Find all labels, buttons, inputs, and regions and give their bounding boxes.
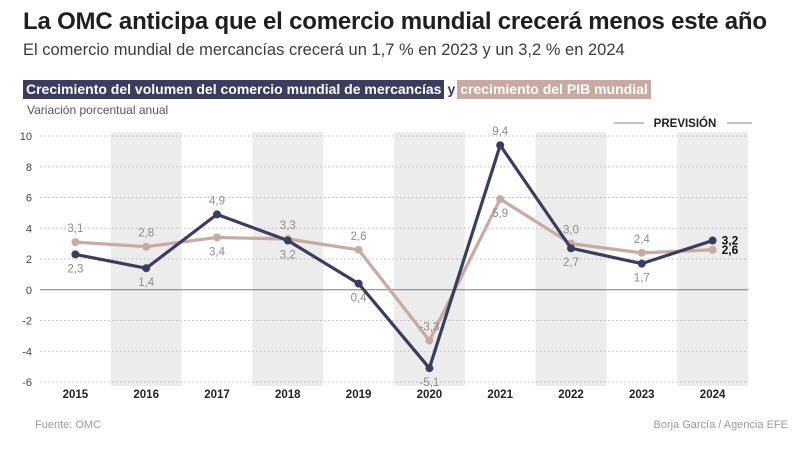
trade-point xyxy=(708,236,717,245)
trade-point xyxy=(142,264,151,273)
gdp-data-label: -3,3 xyxy=(419,321,439,333)
x-tick-label: 2015 xyxy=(63,389,89,401)
x-tick-label: 2024 xyxy=(700,389,726,401)
trade-series-line xyxy=(73,143,715,370)
trade-point xyxy=(354,279,363,288)
trade-data-label: 3,2 xyxy=(722,234,739,248)
trade-data-label: 0,4 xyxy=(351,293,368,305)
legend-item-trade: Crecimiento del volumen del comercio mun… xyxy=(23,80,445,99)
gdp-data-label: 3,4 xyxy=(209,246,226,258)
chart-title: La OMC anticipa que el comercio mundial … xyxy=(23,8,767,35)
y-tick-label: 6 xyxy=(26,193,32,205)
gdp-point xyxy=(496,195,505,204)
credit-note: Borja García / Agencia EFE xyxy=(653,419,788,431)
x-tick-label: 2023 xyxy=(629,389,655,401)
gdp-data-label: 5,9 xyxy=(492,208,508,220)
x-tick-label: 2016 xyxy=(133,389,159,401)
legend-joiner: y xyxy=(447,81,456,97)
trade-data-label: 3,2 xyxy=(280,250,296,262)
gdp-data-label: 3,3 xyxy=(280,220,296,232)
gdp-data-label: 3,1 xyxy=(67,223,83,235)
gdp-point xyxy=(354,245,363,254)
gdp-data-label: 2,8 xyxy=(138,228,154,240)
y-tick-label: -6 xyxy=(22,377,32,389)
gdp-point xyxy=(142,242,151,251)
trade-data-label: 4,9 xyxy=(209,195,225,207)
gdp-point xyxy=(637,248,646,257)
gdp-point xyxy=(708,245,717,254)
trade-data-label: 9,4 xyxy=(492,126,509,138)
trade-data-label: -5,1 xyxy=(419,377,439,389)
trade-point xyxy=(71,250,80,259)
y-tick-label: -4 xyxy=(22,346,32,358)
y-tick-label: 10 xyxy=(20,131,32,143)
y-tick-label: 8 xyxy=(26,162,32,174)
trade-point xyxy=(283,236,292,245)
trade-point xyxy=(425,364,434,373)
gdp-data-label: 2,4 xyxy=(634,234,651,246)
year-band xyxy=(110,132,182,386)
trade-point xyxy=(637,259,646,268)
legend: Crecimiento del volumen del comercio mun… xyxy=(23,80,651,99)
trade-point xyxy=(213,210,221,219)
gdp-data-label: 2,6 xyxy=(351,231,367,243)
gdp-data-label: 2,6 xyxy=(722,243,739,257)
x-tick-label: 2017 xyxy=(204,389,230,401)
y-tick-label: 0 xyxy=(26,285,32,297)
x-tick-label: 2018 xyxy=(275,389,301,401)
y-tick-label: 4 xyxy=(26,223,32,235)
chart-subtitle: El comercio mundial de mercancías crecer… xyxy=(23,41,625,59)
forecast-label: PREVISIÓN xyxy=(654,117,717,130)
year-band xyxy=(535,132,607,386)
x-tick-label: 2022 xyxy=(558,389,584,401)
x-tick-label: 2021 xyxy=(487,389,513,401)
gdp-data-label: 3,0 xyxy=(563,225,579,237)
x-tick-label: 2020 xyxy=(417,389,443,401)
y-axis-unit-label: Variación porcentual anual xyxy=(27,103,169,117)
trade-data-label: 2,7 xyxy=(563,257,579,269)
x-tick-label: 2019 xyxy=(346,389,372,401)
y-tick-label: 2 xyxy=(26,254,32,266)
gdp-point xyxy=(71,238,80,247)
source-note: Fuente: OMC xyxy=(35,419,102,431)
gdp-point xyxy=(213,233,221,242)
trade-data-label: 1,7 xyxy=(634,273,650,285)
trade-data-label: 2,3 xyxy=(67,263,83,275)
trade-data-label: 1,4 xyxy=(138,277,155,289)
y-tick-label: -2 xyxy=(22,316,32,328)
trade-point xyxy=(567,244,575,253)
trade-point xyxy=(496,141,505,150)
legend-item-gdp: crecimiento del PIB mundial xyxy=(457,80,651,99)
gdp-point xyxy=(425,336,434,345)
